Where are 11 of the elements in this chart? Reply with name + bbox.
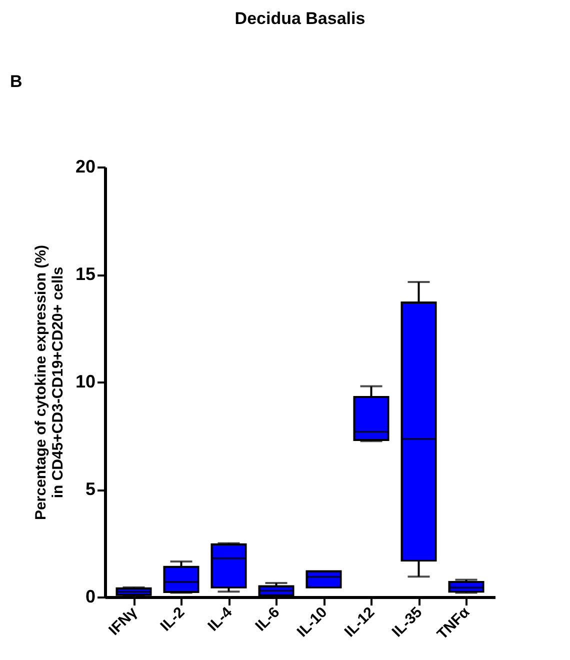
x-tick-label: IL-4 bbox=[204, 603, 236, 635]
y-tick-label: 20 bbox=[75, 156, 96, 176]
y-tick-label: 10 bbox=[75, 372, 96, 392]
y-tick-label: 15 bbox=[75, 264, 96, 284]
x-tick-label: IL-2 bbox=[157, 604, 188, 635]
x-tick-label: IL-6 bbox=[252, 604, 284, 635]
y-tick-label: 5 bbox=[85, 479, 96, 499]
y-axis-title: Percentage of cytokine expression (%) in CD45+CD3-CD19+CD20+ cells bbox=[32, 244, 66, 520]
text: B bbox=[10, 72, 22, 91]
y-tick-label: 0 bbox=[85, 586, 96, 606]
chart-title: Decidua Basalis bbox=[234, 9, 366, 28]
